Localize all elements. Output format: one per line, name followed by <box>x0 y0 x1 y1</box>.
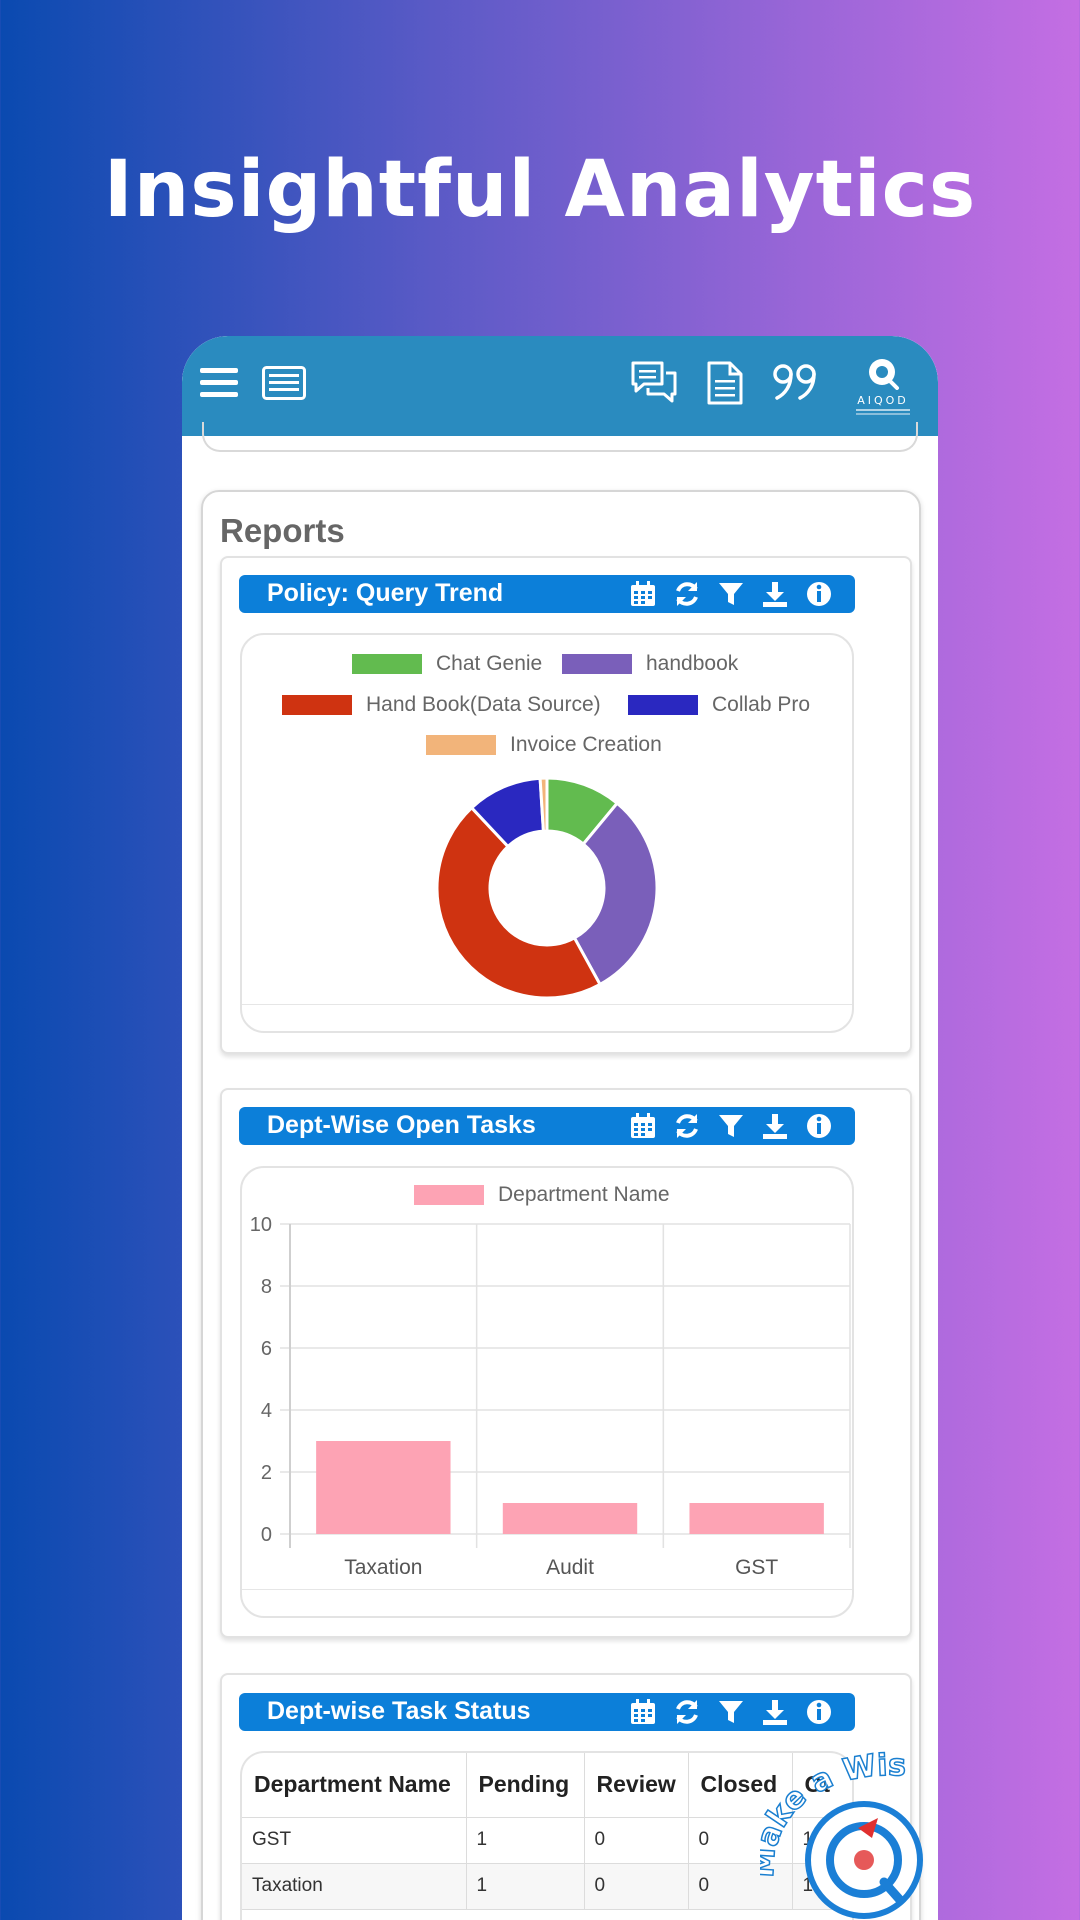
legend-swatch <box>426 735 496 755</box>
y-tick-label: 4 <box>261 1400 272 1422</box>
make-a-wish-button[interactable]: Make a Wish <box>745 1720 940 1920</box>
policy-legend-item[interactable]: Collab Pro <box>628 693 810 717</box>
aiqod-logo: AIQOD <box>848 356 918 418</box>
policy-donut-chart <box>435 776 659 1000</box>
document-icon[interactable] <box>706 360 744 406</box>
table-header-cell[interactable]: Closed <box>688 1753 793 1818</box>
donut-slice[interactable] <box>538 776 549 833</box>
table-row[interactable]: GST 1 0 0 1 <box>242 1817 852 1864</box>
filter-icon[interactable] <box>717 1698 745 1726</box>
policy-legend-item[interactable]: Invoice Creation <box>426 733 662 757</box>
table-cell: 1 <box>466 1863 585 1910</box>
info-icon[interactable] <box>805 1698 833 1726</box>
y-tick-label: 8 <box>261 1276 272 1298</box>
table-header-cell[interactable]: Department Name <box>242 1753 467 1818</box>
x-tick-label: Audit <box>546 1556 594 1579</box>
info-icon[interactable] <box>805 1112 833 1140</box>
previous-card-edge <box>202 422 918 452</box>
legend-swatch <box>352 654 422 674</box>
table-cell: 0 <box>688 1817 793 1864</box>
x-tick-label: Taxation <box>344 1556 422 1579</box>
y-tick-label: 10 <box>250 1214 272 1236</box>
table-cell: Taxation <box>242 1863 467 1910</box>
legend-swatch <box>628 695 698 715</box>
table-cell: 0 <box>688 1863 793 1910</box>
list-view-icon[interactable] <box>262 366 306 400</box>
dept-open-chart-box <box>240 1166 854 1618</box>
refresh-icon[interactable] <box>673 580 701 608</box>
y-tick-label: 2 <box>261 1462 272 1484</box>
calendar-icon[interactable] <box>629 1112 657 1140</box>
legend-swatch <box>562 654 632 674</box>
download-icon[interactable] <box>761 580 789 608</box>
table-row[interactable]: Taxation 1 0 0 1 <box>242 1863 852 1910</box>
refresh-icon[interactable] <box>673 1698 701 1726</box>
policy-legend-item[interactable]: handbook <box>562 652 738 676</box>
download-icon[interactable] <box>761 1112 789 1140</box>
app-bar: AIQOD <box>182 336 938 436</box>
bar-legend-item[interactable]: Department Name <box>414 1183 670 1207</box>
panel-title: Dept-wise Task Status <box>267 1697 531 1725</box>
reports-title: Reports <box>220 512 345 549</box>
dept-task-status-header: Dept-wise Task Status <box>239 1693 855 1731</box>
panel-title: Dept-Wise Open Tasks <box>267 1111 536 1139</box>
dept-open-bar-chart: 0 2 4 6 8 10 Taxation Audit GST <box>250 1214 851 1579</box>
menu-icon[interactable] <box>200 366 238 400</box>
legend-swatch <box>282 695 352 715</box>
logo-text: AIQOD <box>857 394 909 407</box>
task-status-table-wrap: Department Name Pending Review Closed Ot GST… <box>240 1751 854 1920</box>
table-cell: 0 <box>584 1817 689 1864</box>
legend-label: Collab Pro <box>712 693 811 716</box>
calendar-icon[interactable] <box>629 580 657 608</box>
y-tick-label: 0 <box>261 1524 272 1546</box>
info-icon[interactable] <box>805 580 833 608</box>
logo-mark-icon <box>869 359 899 390</box>
download-icon[interactable] <box>761 1698 789 1726</box>
dept-open-tasks-header: Dept-Wise Open Tasks <box>239 1107 855 1145</box>
refresh-icon[interactable] <box>673 1112 701 1140</box>
legend-label: Chat Genie <box>436 652 543 675</box>
quote-icon[interactable] <box>772 362 822 402</box>
legend-swatch <box>414 1185 484 1205</box>
table-cell: 1 <box>466 1817 585 1864</box>
filter-icon[interactable] <box>717 580 745 608</box>
y-tick-label: 6 <box>261 1338 272 1360</box>
reports-card <box>201 490 921 1920</box>
donut-slice[interactable] <box>435 805 603 1000</box>
task-status-table: Department Name Pending Review Closed Ot GST… <box>242 1753 852 1910</box>
legend-label: Hand Book(Data Source) <box>366 693 601 716</box>
policy-query-trend-header: Policy: Query Trend <box>239 575 855 613</box>
legend-label: handbook <box>646 652 739 675</box>
filter-icon[interactable] <box>717 1112 745 1140</box>
bar[interactable] <box>316 1441 451 1534</box>
donut-slice[interactable] <box>572 801 659 987</box>
table-cell: GST <box>242 1817 467 1864</box>
table-cell: 0 <box>584 1863 689 1910</box>
legend-label: Department Name <box>498 1183 670 1206</box>
chat-icon[interactable] <box>630 360 678 406</box>
x-tick-label: GST <box>735 1556 778 1579</box>
policy-legend-item[interactable]: Chat Genie <box>352 652 542 676</box>
table-header-cell[interactable]: Pending <box>466 1753 585 1818</box>
headline: Insightful Analytics <box>103 145 977 235</box>
legend-label: Invoice Creation <box>510 733 662 756</box>
bar[interactable] <box>689 1503 824 1534</box>
bar[interactable] <box>502 1503 638 1534</box>
table-header-cell[interactable]: Review <box>584 1753 689 1818</box>
calendar-icon[interactable] <box>629 1698 657 1726</box>
policy-legend-item[interactable]: Hand Book(Data Source) <box>282 693 601 717</box>
panel-title: Policy: Query Trend <box>267 579 504 607</box>
